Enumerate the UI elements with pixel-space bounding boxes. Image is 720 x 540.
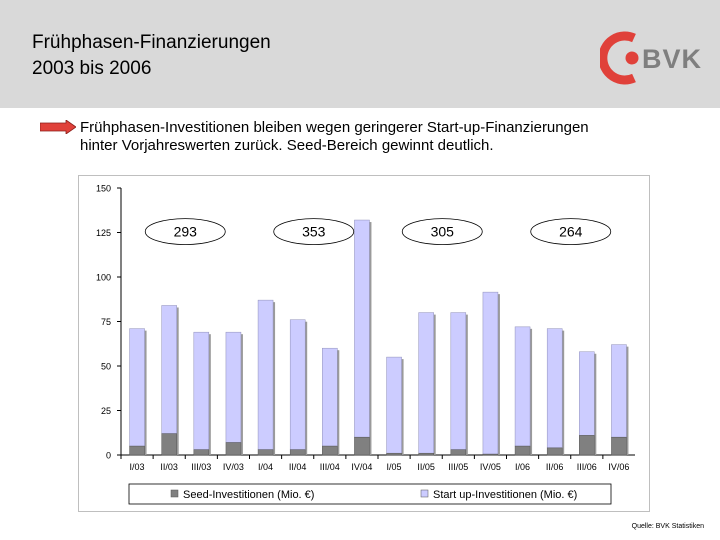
- bvk-logo: BVK: [600, 31, 702, 85]
- legend-label: Start up-Investitionen (Mio. €): [433, 489, 577, 501]
- y-tick-label: 50: [101, 362, 111, 372]
- bullet-arrow-icon: [40, 120, 76, 134]
- stacked-bar-chart: 0 25 50 75 100 125 150 I/03 II/03 III/03 IV/03 I/04…: [96, 184, 635, 505]
- bar-startup: [450, 312, 467, 450]
- year-total-label: 353: [302, 224, 326, 240]
- x-tick-label: II/03: [160, 462, 178, 472]
- bar-startup: [514, 326, 531, 447]
- bullet-line-2: hinter Vorjahreswerten zurück. Seed-Bere…: [80, 137, 494, 154]
- x-tick-label: III/05: [448, 462, 468, 472]
- x-tick-label: I/04: [258, 462, 273, 472]
- x-tick-label: III/04: [320, 462, 340, 472]
- bar-seed: [354, 436, 370, 456]
- bar-startup: [611, 344, 627, 438]
- bar-startup: [482, 291, 499, 455]
- bar-seed: [418, 452, 434, 456]
- bar-startup: [354, 219, 370, 438]
- x-tick-label: IV/03: [223, 462, 244, 472]
- bvk-logo-text: BVK: [642, 44, 702, 74]
- x-tick-label: III/03: [191, 462, 211, 472]
- bar-startup: [129, 328, 145, 447]
- header-band: Frühphasen-Finanzierungen 2003 bis 2006 …: [0, 0, 720, 108]
- x-tick-label: I/06: [515, 462, 530, 472]
- y-tick-label: 100: [96, 273, 111, 283]
- year-total-label: 264: [559, 224, 583, 240]
- bar-seed: [386, 452, 402, 456]
- bar-seed: [450, 449, 467, 456]
- bar-seed: [546, 447, 563, 456]
- bar-startup: [579, 351, 595, 436]
- bar-startup: [386, 356, 402, 454]
- bar-seed: [514, 445, 531, 456]
- x-tick-label: II/06: [546, 462, 564, 472]
- bar-seed: [257, 449, 274, 456]
- bar-startup: [322, 347, 338, 447]
- year-total-label: 293: [174, 224, 198, 240]
- bar-startup: [225, 331, 242, 443]
- chart-frame: 0 25 50 75 100 125 150 I/03 II/03 III/03 IV/03 I/04…: [78, 175, 650, 512]
- bullet-line-1: Frühphasen-Investitionen bleiben wegen g…: [80, 119, 589, 136]
- y-tick-label: 0: [106, 451, 111, 461]
- bar-startup: [418, 312, 434, 454]
- source-note: Quelle: BVK Statistiken: [631, 523, 704, 530]
- x-tick-label: I/05: [387, 462, 402, 472]
- bar-seed: [482, 453, 499, 456]
- legend-swatch: [420, 489, 429, 498]
- x-tick-label: I/03: [130, 462, 145, 472]
- bullet-text: Frühphasen-Investitionen bleiben wegen g…: [80, 119, 700, 155]
- title-line-2: 2003 bis 2006: [32, 58, 152, 79]
- year-total-ellipse: [144, 218, 226, 246]
- legend-swatch: [170, 489, 179, 498]
- bar-seed: [193, 449, 210, 456]
- bar-seed: [579, 435, 595, 456]
- legend-box: [128, 483, 612, 505]
- bar-seed: [322, 445, 338, 456]
- y-tick-label: 75: [101, 317, 111, 327]
- bar-seed: [161, 433, 177, 456]
- x-tick-label: IV/04: [351, 462, 372, 472]
- x-tick-label: II/05: [417, 462, 435, 472]
- bar-startup: [193, 331, 210, 450]
- x-tick-label: IV/05: [480, 462, 501, 472]
- year-total-ellipse: [273, 218, 355, 246]
- year-total-ellipse: [401, 218, 483, 246]
- y-tick-label: 150: [96, 184, 111, 194]
- bar-seed: [129, 445, 145, 456]
- bar-seed: [225, 442, 242, 456]
- x-tick-label: II/04: [289, 462, 307, 472]
- legend-label: Seed-Investitionen (Mio. €): [183, 489, 314, 501]
- y-tick-label: 125: [96, 228, 111, 238]
- bar-startup: [546, 328, 563, 449]
- year-total-label: 305: [431, 224, 455, 240]
- bar-startup: [289, 319, 306, 450]
- year-total-ellipse: [530, 218, 612, 246]
- page-title: Frühphasen-Finanzierungen 2003 bis 2006: [32, 30, 271, 82]
- bar-startup: [257, 299, 274, 450]
- bvk-logo-dot: [625, 51, 639, 65]
- bar-startup: [161, 305, 177, 434]
- x-tick-label: III/06: [577, 462, 597, 472]
- y-tick-label: 25: [101, 406, 111, 416]
- bar-seed: [611, 436, 627, 456]
- bar-seed: [289, 449, 306, 456]
- bvk-logo-ring: [600, 31, 636, 85]
- x-tick-label: IV/06: [608, 462, 629, 472]
- title-line-1: Frühphasen-Finanzierungen: [32, 32, 271, 53]
